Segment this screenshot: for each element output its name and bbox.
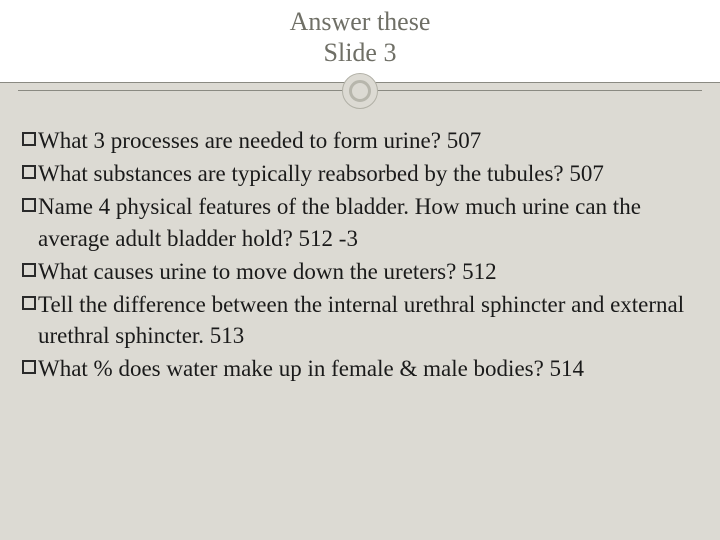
square-bullet-icon <box>22 296 36 310</box>
square-bullet-icon <box>22 132 36 146</box>
bullet-text: What causes urine to move down the urete… <box>38 256 497 287</box>
slide-header: Answer these Slide 3 <box>0 0 720 83</box>
list-item: Name 4 physical features of the bladder.… <box>22 191 698 253</box>
bullet-text: Tell the difference between the internal… <box>38 289 698 351</box>
square-bullet-icon <box>22 165 36 179</box>
list-item: Tell the difference between the internal… <box>22 289 698 351</box>
slide-title-line1: Answer these <box>0 6 720 37</box>
list-item: What % does water make up in female & ma… <box>22 353 698 384</box>
square-bullet-icon <box>22 360 36 374</box>
bullet-text: What % does water make up in female & ma… <box>38 353 584 384</box>
circle-inner <box>349 80 371 102</box>
list-item: What 3 processes are needed to form urin… <box>22 125 698 156</box>
square-bullet-icon <box>22 263 36 277</box>
bullet-text: Name 4 physical features of the bladder.… <box>38 191 698 253</box>
square-bullet-icon <box>22 198 36 212</box>
list-item: What causes urine to move down the urete… <box>22 256 698 287</box>
header-circle-ornament <box>342 73 378 109</box>
list-item: What substances are typically reabsorbed… <box>22 158 698 189</box>
slide-container: Answer these Slide 3 What 3 processes ar… <box>0 0 720 540</box>
bullet-text: What 3 processes are needed to form urin… <box>38 125 481 156</box>
bullet-text: What substances are typically reabsorbed… <box>38 158 604 189</box>
slide-body: What 3 processes are needed to form urin… <box>0 83 720 383</box>
slide-title-line2: Slide 3 <box>0 37 720 68</box>
